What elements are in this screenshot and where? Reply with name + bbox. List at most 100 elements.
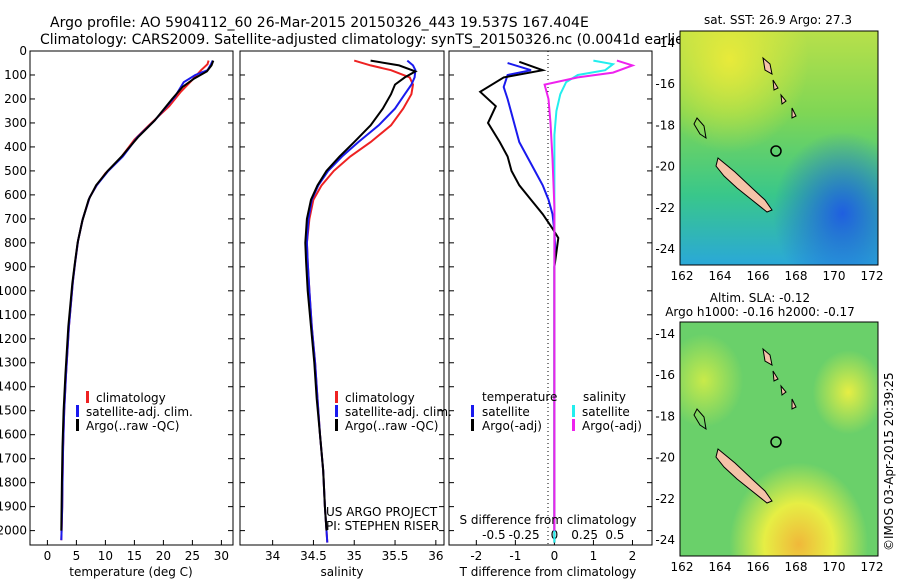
depth-tick-label: 200 — [4, 92, 27, 106]
map-latitude-label: -20 — [655, 160, 675, 174]
s-difference-tick-label: -0.5 — [482, 528, 505, 542]
depth-tick-label: 1500 — [0, 404, 27, 418]
depth-tick-label: 900 — [4, 260, 27, 274]
map-latitude-label: -24 — [655, 533, 675, 547]
map-longitude-label: 170 — [823, 560, 846, 574]
salinity-tick-label: 36 — [428, 549, 443, 563]
sla-map-title-line-2: Argo h1000: -0.16 h2000: -0.17 — [665, 305, 855, 319]
difference-legend: temperature satellite Argo(-adj) salinit… — [471, 390, 642, 433]
legend-swatch-satellite — [335, 405, 338, 417]
temperature-tick-label: 10 — [98, 549, 113, 563]
map-longitude-label: 168 — [785, 560, 808, 574]
temperature-tick-label: 20 — [156, 549, 171, 563]
legend-swatch-argo — [76, 419, 79, 431]
depth-tick-label: 400 — [4, 140, 27, 154]
t-difference-tick-label: -1 — [509, 549, 521, 563]
sla-map — [679, 321, 879, 557]
map-longitude-label: 170 — [823, 269, 846, 283]
sla-map-title-line-1: Altim. SLA: -0.12 — [710, 291, 810, 305]
map-latitude-label: -22 — [655, 201, 675, 215]
map-latitude-label: -22 — [655, 492, 675, 506]
argo-float-marker — [770, 145, 782, 157]
legend-title-salinity: salinity — [583, 390, 626, 404]
series-line — [478, 60, 560, 543]
header-line-2: Climatology: CARS2009. Satellite-adjuste… — [40, 32, 695, 48]
vanuatu-islands — [762, 347, 797, 410]
depth-tick-label: 1900 — [0, 500, 27, 514]
legend-label-t-argo: Argo(-adj) — [482, 419, 542, 433]
legend-label-argo: Argo(..raw -QC) — [86, 419, 179, 433]
t-difference-tick-label: 0 — [551, 549, 559, 563]
temperature-tick-label: 25 — [185, 549, 200, 563]
depth-tick-label: 1100 — [0, 308, 27, 322]
salinity-legend: climatology satellite-adj. clim. Argo(..… — [335, 391, 452, 433]
depth-tick-label: 1800 — [0, 476, 27, 490]
legend-swatch-s-satellite — [572, 405, 575, 417]
map-longitude-label: 168 — [785, 269, 808, 283]
legend-label-s-satellite: satellite — [582, 405, 630, 419]
map-latitude-label: -18 — [655, 409, 675, 423]
depth-tick-label: 700 — [4, 212, 27, 226]
depth-tick-label: 1700 — [0, 452, 27, 466]
depth-tick-label: 300 — [4, 116, 27, 130]
s-difference-axis-label: S difference from climatology — [460, 513, 637, 527]
salinity-tick-label: 34 — [265, 549, 280, 563]
temperature-tick-label: 15 — [127, 549, 142, 563]
map-latitude-label: -14 — [655, 327, 675, 341]
series-line — [502, 62, 557, 531]
temperature-tick-label: 0 — [44, 549, 52, 563]
series-line — [60, 60, 215, 531]
salinity-axis-label: salinity — [320, 565, 363, 579]
map-latitude-label: -18 — [655, 118, 675, 132]
depth-tick-label: 1000 — [0, 284, 27, 298]
legend-title-temperature: temperature — [482, 390, 557, 404]
salinity-tick-label: 35.5 — [382, 549, 409, 563]
legend-label-climatology: climatology — [96, 391, 166, 405]
depth-tick-label: 100 — [4, 68, 27, 82]
s-difference-tick-label: 0.25 — [571, 528, 598, 542]
map-latitude-label: -24 — [655, 242, 675, 256]
legend-swatch-argo — [335, 419, 338, 431]
legend-label-s-argo: Argo(-adj) — [582, 419, 642, 433]
temperature-tick-label: 30 — [214, 549, 229, 563]
depth-tick-label: 2000 — [0, 524, 27, 538]
map-longitude-label: 166 — [747, 269, 770, 283]
map-longitude-label: 164 — [709, 269, 732, 283]
legend-label-t-satellite: satellite — [482, 405, 530, 419]
new-caledonia-land — [715, 157, 773, 213]
series-line — [553, 59, 616, 543]
map-longitude-label: 172 — [861, 269, 884, 283]
map-latitude-label: -20 — [655, 451, 675, 465]
series-line — [543, 59, 636, 531]
legend-label-satellite: satellite-adj. clim. — [86, 405, 193, 419]
new-caledonia-land — [715, 448, 773, 504]
map-longitude-label: 162 — [671, 269, 694, 283]
header-line-1: Argo profile: AO 5904112_60 26-Mar-2015 … — [50, 15, 589, 31]
depth-tick-label: 1400 — [0, 380, 27, 394]
map-longitude-label: 162 — [671, 560, 694, 574]
map-latitude-label: -14 — [655, 36, 675, 50]
principal-investigator: PI: STEPHEN RISER — [326, 519, 439, 533]
temperature-axis-label: temperature (deg C) — [69, 565, 192, 579]
s-difference-tick-label: 0.5 — [605, 528, 624, 542]
t-difference-tick-label: -2 — [470, 549, 482, 563]
x-tick-labels: 0 5 10 15 20 25 30 34 34.5 35 35.5 36 -2 -1 0 1 2 -0.5 -0.… — [44, 528, 637, 563]
legend-swatch-climatology — [86, 391, 89, 403]
legend-label-argo: Argo(..raw -QC) — [345, 419, 438, 433]
depth-tick-labels: 0 100 200 300 400 500 600 700 800 900 1000 1100 1200… — [0, 44, 27, 538]
reef-outline — [693, 117, 707, 140]
legend-label-climatology: climatology — [345, 391, 415, 405]
legend-swatch-t-argo — [471, 419, 474, 431]
legend-swatch-climatology — [335, 391, 338, 403]
depth-tick-label: 1300 — [0, 356, 27, 370]
depth-tick-label: 0 — [19, 44, 27, 58]
vanuatu-islands — [762, 56, 797, 119]
map-latitude-label: -16 — [655, 368, 675, 382]
map-longitude-label: 172 — [861, 560, 884, 574]
temperature-panel-frame — [29, 50, 234, 546]
difference-panel-frame — [448, 50, 653, 546]
depth-tick-label: 800 — [4, 236, 27, 250]
map-latitude-label: -16 — [655, 77, 675, 91]
series-line — [60, 60, 214, 541]
